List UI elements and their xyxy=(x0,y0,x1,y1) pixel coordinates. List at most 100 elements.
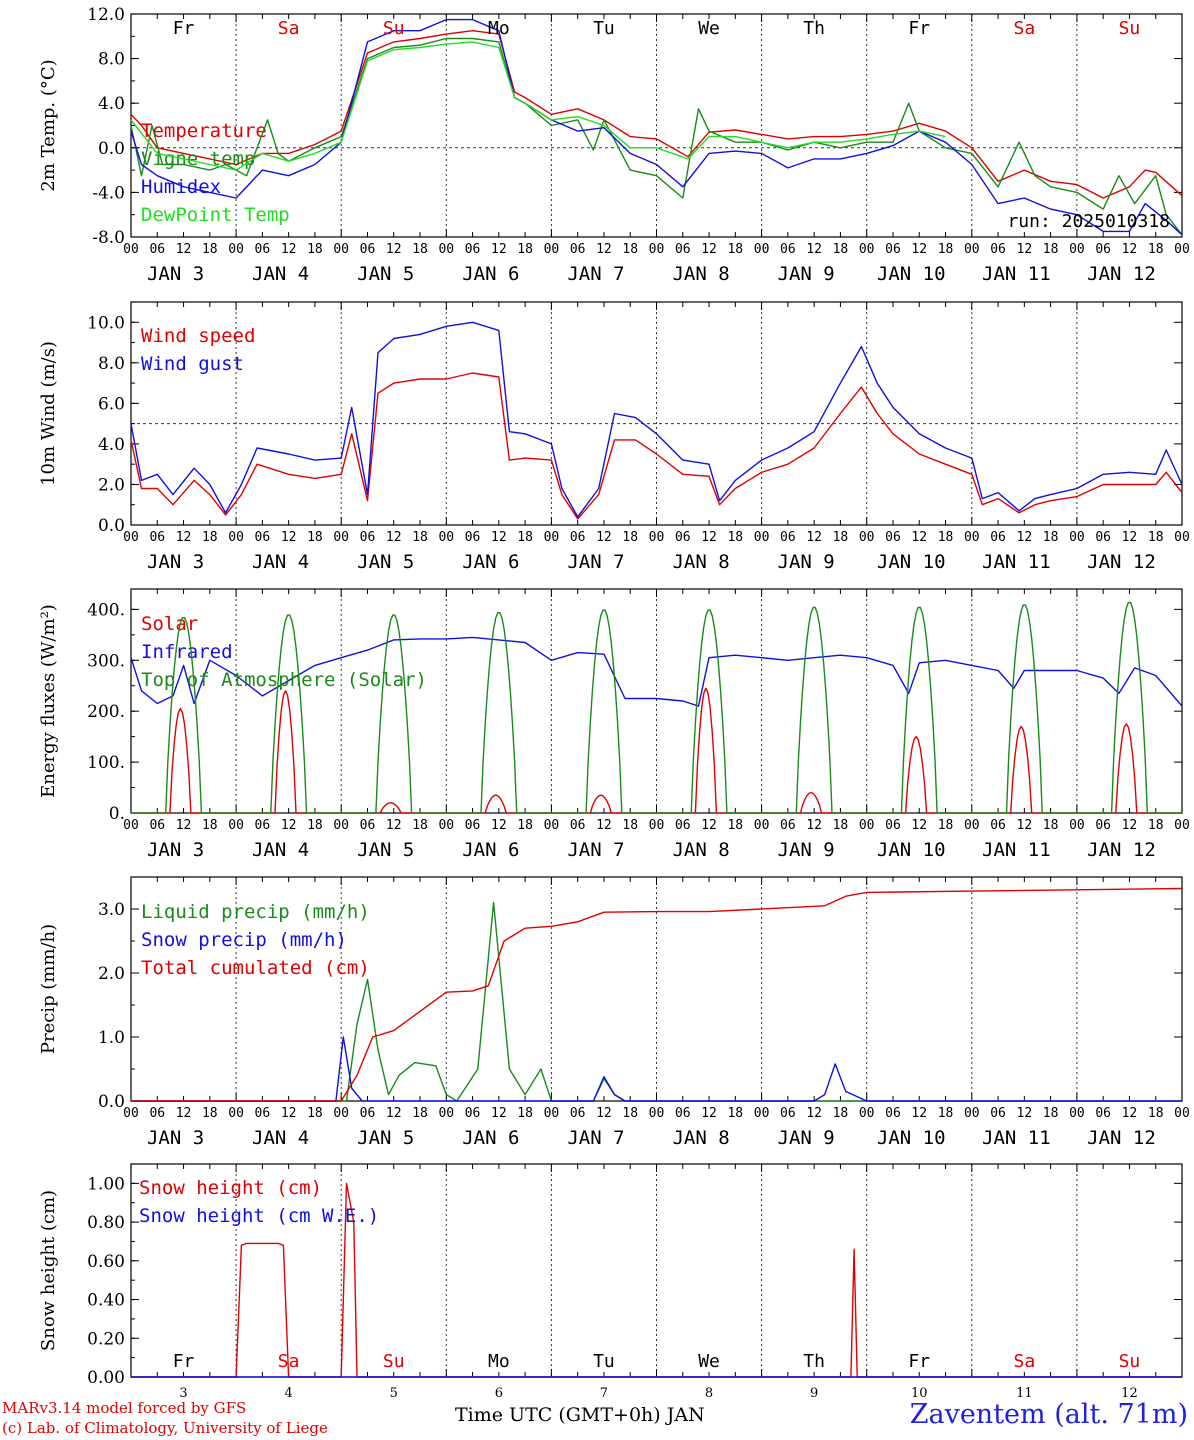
x-tick-label: 06 xyxy=(885,1106,901,1121)
x-tick-label: 12 xyxy=(1122,818,1138,833)
x-tick-label: 12 xyxy=(701,818,717,833)
x-tick-label: 06 xyxy=(255,242,271,257)
weekday-label: Th xyxy=(803,1351,825,1372)
series-line-dewpoint-temp xyxy=(130,41,946,171)
date-label: JAN 8 xyxy=(672,1127,729,1149)
x-tick-label: 12 xyxy=(281,530,297,545)
x-tick-label: 18 xyxy=(517,1106,533,1121)
date-label: JAN 4 xyxy=(252,839,309,861)
date-label: JAN 3 xyxy=(147,839,204,861)
x-tick-label: 12 xyxy=(701,530,717,545)
y-axis-label: 2m Temp. (°C) xyxy=(38,59,59,191)
y-tick-label: 6.0 xyxy=(98,394,125,414)
x-tick-label: 18 xyxy=(412,530,428,545)
x-tick-label: 18 xyxy=(938,242,954,257)
x-tick-label: 00 xyxy=(964,530,980,545)
x-tick-label: 00 xyxy=(544,1106,560,1121)
date-label: JAN 10 xyxy=(877,839,946,861)
x-tick-label: 06 xyxy=(990,1106,1006,1121)
x-tick-label: 00 xyxy=(438,1106,454,1121)
x-tick-label: 12 xyxy=(386,242,402,257)
weekday-label: Fr xyxy=(908,1351,930,1372)
x-tick-label: 18 xyxy=(202,530,218,545)
legend-entry: Snow height (cm W.E.) xyxy=(139,1205,379,1227)
date-label: JAN 11 xyxy=(982,551,1051,573)
lab-credit: (c) Lab. of Climatology, University of L… xyxy=(2,1419,328,1437)
x-tick-label: 12 xyxy=(596,242,612,257)
y-tick-label: 100. xyxy=(87,753,125,773)
series-line-vigne-temp xyxy=(130,37,1183,236)
x-tick-label: 06 xyxy=(255,530,271,545)
weekday-label: Su xyxy=(383,18,405,39)
x-tick-label: 00 xyxy=(1069,818,1085,833)
x-tick-label: 12 xyxy=(911,1106,927,1121)
date-label: JAN 5 xyxy=(357,551,414,573)
series-line-snow-precip-mm-h- xyxy=(131,1036,1182,1102)
x-tick-label: 12 xyxy=(491,1106,507,1121)
x-tick-label: 18 xyxy=(1043,1106,1059,1121)
x-tick-label: 06 xyxy=(675,530,691,545)
x-tick-label: 00 xyxy=(649,1106,665,1121)
weekday-label: Th xyxy=(803,18,825,39)
x-tick-label: 00 xyxy=(123,818,139,833)
y-tick-label: 200. xyxy=(87,702,125,722)
x-tick-label: 00 xyxy=(754,818,770,833)
y-axis-label: 10m Wind (m/s) xyxy=(38,341,59,486)
weekday-label: Su xyxy=(1119,1351,1141,1372)
model-credit: MARv3.14 model forced by GFS xyxy=(2,1399,247,1417)
x-tick-label: 18 xyxy=(622,530,638,545)
x-tick-label: 12 xyxy=(176,530,192,545)
x-tick-label: 00 xyxy=(438,818,454,833)
weekday-label: Fr xyxy=(173,1351,195,1372)
date-label: JAN 10 xyxy=(877,551,946,573)
x-tick-label: 18 xyxy=(1148,530,1164,545)
y-tick-label: 0.20 xyxy=(87,1329,125,1349)
day-number-label: 12 xyxy=(1121,1386,1138,1401)
x-tick-label: 06 xyxy=(675,818,691,833)
x-tick-label: 06 xyxy=(675,1106,691,1121)
x-tick-label: 06 xyxy=(465,530,481,545)
x-tick-label: 18 xyxy=(1043,242,1059,257)
date-label: JAN 11 xyxy=(982,1127,1051,1149)
y-tick-label: 0.0 xyxy=(98,1092,125,1112)
x-tick-label: 12 xyxy=(491,818,507,833)
day-number-label: 11 xyxy=(1016,1386,1033,1401)
x-tick-label: 00 xyxy=(228,242,244,257)
y-tick-label: 0.80 xyxy=(87,1213,125,1233)
x-tick-label: 00 xyxy=(754,242,770,257)
date-label: JAN 12 xyxy=(1087,551,1156,573)
weekday-label: Su xyxy=(1119,18,1141,39)
x-tick-label: 18 xyxy=(1043,818,1059,833)
x-tick-label: 06 xyxy=(780,530,796,545)
x-tick-label: 18 xyxy=(938,530,954,545)
x-tick-label: 06 xyxy=(990,818,1006,833)
date-label: JAN 6 xyxy=(462,839,519,861)
x-tick-label: 00 xyxy=(1069,242,1085,257)
date-label: JAN 4 xyxy=(252,551,309,573)
y-tick-label: 0.60 xyxy=(87,1252,125,1272)
x-tick-label: 06 xyxy=(255,818,271,833)
y-tick-label: 4.0 xyxy=(98,435,125,455)
x-tick-label: 06 xyxy=(990,242,1006,257)
x-tick-label: 06 xyxy=(1095,1106,1111,1121)
weekday-label: Mo xyxy=(488,1351,510,1372)
x-tick-label: 06 xyxy=(360,818,376,833)
x-tick-label: 00 xyxy=(438,530,454,545)
x-tick-label: 06 xyxy=(780,818,796,833)
x-tick-label: 06 xyxy=(570,242,586,257)
x-tick-label: 12 xyxy=(1122,1106,1138,1121)
x-tick-label: 12 xyxy=(701,1106,717,1121)
y-axis-label: Snow height (cm) xyxy=(38,1190,59,1351)
legend-entry: Liquid precip (mm/h) xyxy=(141,901,370,923)
x-tick-label: 12 xyxy=(806,1106,822,1121)
date-label: JAN 9 xyxy=(778,839,835,861)
series-line-humidex xyxy=(130,18,1183,236)
x-tick-label: 06 xyxy=(570,818,586,833)
x-tick-label: 12 xyxy=(911,242,927,257)
weekday-label: Mo xyxy=(488,18,510,39)
x-tick-label: 12 xyxy=(911,818,927,833)
y-axis-label: Energy fluxes (W/m²) xyxy=(38,604,59,798)
date-label: JAN 9 xyxy=(778,551,835,573)
x-tick-label: 06 xyxy=(360,530,376,545)
